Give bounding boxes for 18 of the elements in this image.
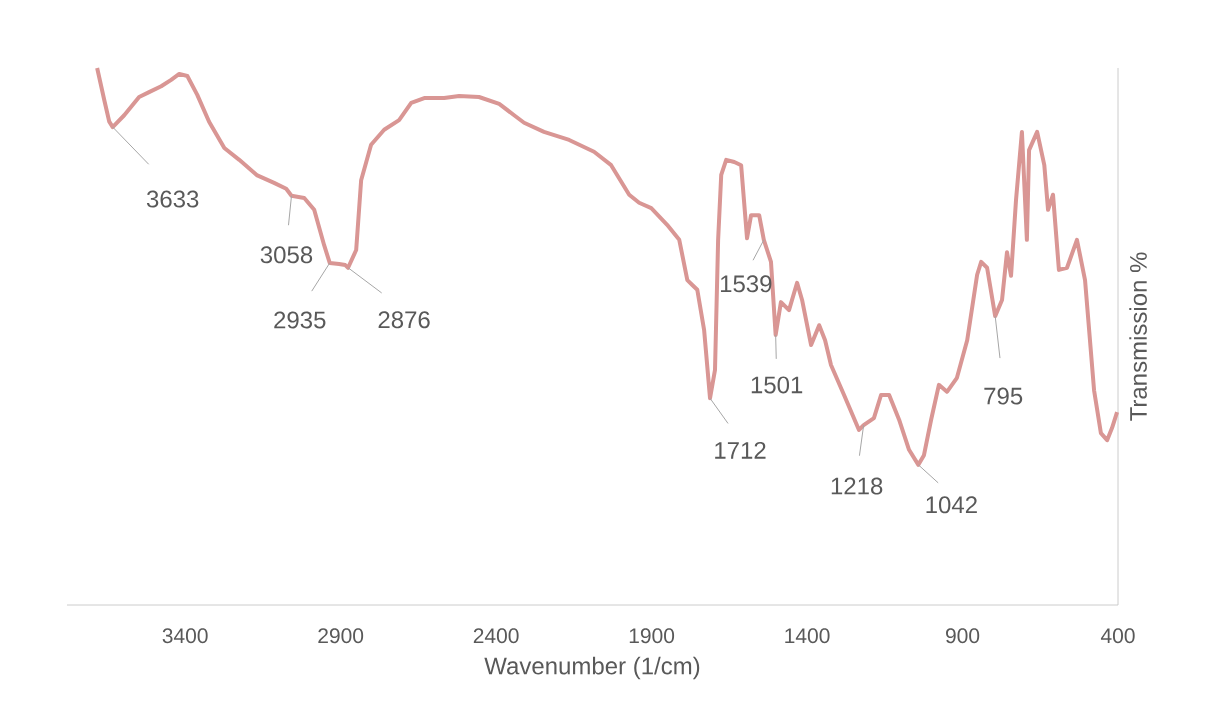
annotation: 2935 — [274, 311, 326, 329]
annotation: 1042 — [926, 496, 977, 514]
x-tick-label: 2900 — [318, 628, 364, 644]
x-tick-label: 900 — [946, 628, 980, 644]
annotation: 3058 — [260, 246, 313, 264]
y-axis-title: Transmission % — [1129, 252, 1147, 421]
x-axis-title: Wavenumber (1/cm) — [484, 656, 700, 680]
annotation: 3633 — [146, 190, 199, 208]
annotation: 1501 — [751, 376, 803, 394]
x-tick-label: 1400 — [785, 628, 830, 644]
annotation: 2876 — [378, 311, 430, 329]
x-tick-label: 400 — [1100, 628, 1135, 644]
annotation: 1712 — [715, 441, 766, 459]
x-tick-label: 2400 — [473, 628, 519, 644]
x-tick-label: 1900 — [629, 628, 675, 644]
annotation: 1218 — [831, 477, 883, 495]
annotation: 795 — [984, 387, 1023, 405]
x-tick-label: 3400 — [162, 628, 208, 644]
